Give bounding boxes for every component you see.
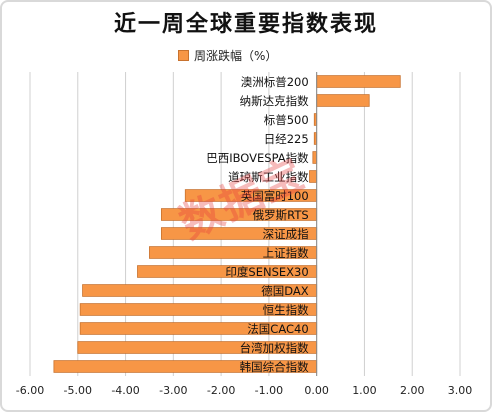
x-tick-label: 0.00 (304, 384, 329, 397)
chart-title: 近一周全球重要指数表现 (113, 12, 378, 37)
category-label: 英国富时100 (241, 189, 309, 203)
chart-legend: 周涨跌幅（%） (178, 47, 277, 64)
category-label: 深证成指 (263, 227, 309, 241)
x-tick-label: -3.00 (159, 384, 187, 397)
category-label: 澳洲标普200 (241, 75, 309, 89)
x-tick-label: 1.00 (352, 384, 377, 397)
category-label: 韩国综合指数 (240, 360, 309, 374)
legend-swatch (178, 50, 189, 61)
category-label: 纳斯达克指数 (240, 94, 309, 108)
bar (316, 94, 370, 107)
x-tick-label: -2.00 (207, 384, 235, 397)
x-tick-label: -4.00 (111, 384, 139, 397)
x-tick-label: 2.00 (400, 384, 425, 397)
category-label: 恒生指数 (263, 303, 309, 317)
category-label: 德国DAX (261, 284, 309, 298)
x-tick-label: -1.00 (255, 384, 283, 397)
x-tick-label: 3.00 (448, 384, 473, 397)
category-label: 印度SENSEX30 (225, 265, 308, 279)
category-label: 巴西IBOVESPA指数 (206, 151, 309, 165)
bar (312, 151, 318, 164)
category-label: 道琼斯工业指数 (228, 170, 309, 184)
category-label: 上证指数 (263, 246, 309, 260)
category-label: 俄罗斯RTS (253, 208, 309, 222)
x-tick-label: -6.00 (16, 384, 44, 397)
category-label: 台湾加权指数 (240, 341, 309, 355)
category-label: 日经225 (264, 132, 309, 146)
category-label: 标普500 (264, 113, 309, 127)
legend-label: 周涨跌幅（%） (194, 49, 278, 63)
bar (309, 170, 318, 183)
bar (316, 75, 401, 88)
category-label: 法国CAC40 (247, 322, 308, 336)
x-tick-label: -5.00 (64, 384, 92, 397)
